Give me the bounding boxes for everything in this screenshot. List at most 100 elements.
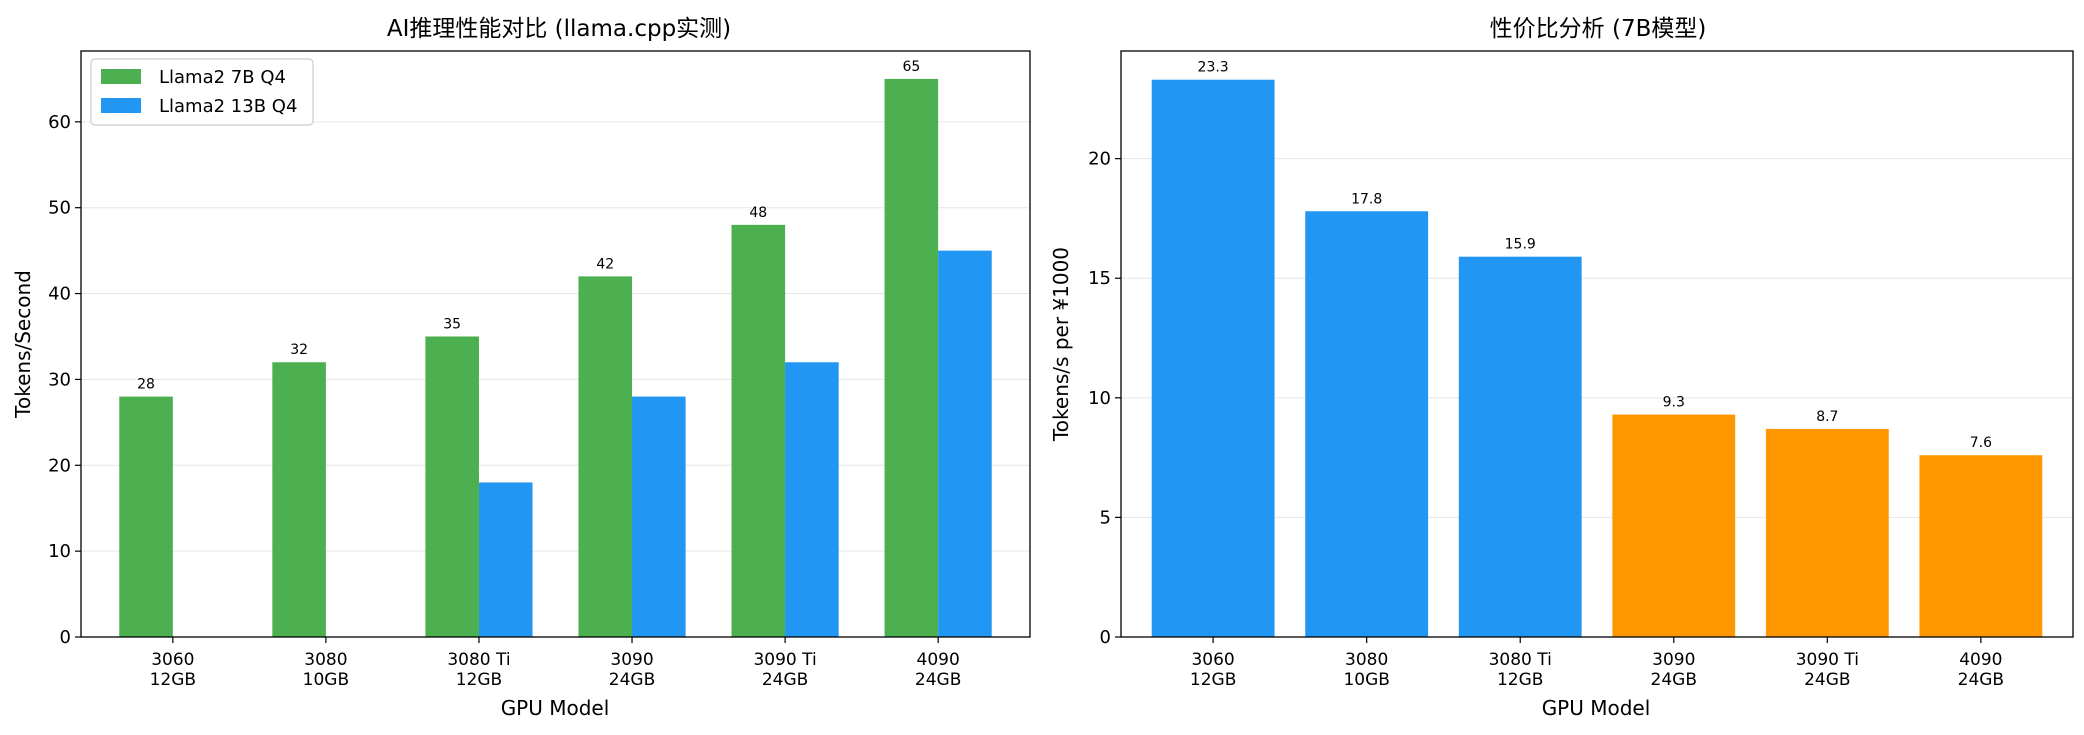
y-tick-label: 15 bbox=[1088, 268, 1111, 289]
x-axis-label: GPU Model bbox=[1542, 696, 1651, 720]
y-axis-ticks: 0 5 10 15 20 bbox=[1088, 149, 1121, 648]
x-tick-label-line: 12GB bbox=[150, 670, 196, 690]
y-tick-label: 0 bbox=[60, 627, 71, 648]
x-tick-label-line: 24GB bbox=[1958, 670, 2004, 690]
x-tick-label-line: 24GB bbox=[762, 670, 808, 690]
x-tick-label-line: 4090 bbox=[1959, 650, 2002, 670]
bar bbox=[1919, 455, 2043, 637]
bar-value-label: 17.8 bbox=[1351, 191, 1382, 207]
bar bbox=[425, 336, 479, 637]
x-axis-label: GPU Model bbox=[501, 696, 610, 720]
x-tick-label-line: 24GB bbox=[1651, 670, 1697, 690]
bar-value-label: 35 bbox=[443, 316, 461, 332]
legend-label-series-1: Llama2 7B Q4 bbox=[159, 67, 286, 88]
x-tick-label-line: 3080 Ti bbox=[447, 650, 510, 670]
bar-value-label: 23.3 bbox=[1198, 60, 1229, 76]
chart-title: AI推理性能对比 (llama.cpp实测) bbox=[387, 16, 731, 42]
bars bbox=[1151, 79, 2043, 638]
y-tick-label: 30 bbox=[48, 369, 71, 390]
chart-value-for-money: 性价比分析 (7B模型) 23.3 17.8 15.9 9.3 8.7 7.6 0 5 10 1… bbox=[1049, 16, 2074, 720]
y-tick-label: 20 bbox=[1088, 149, 1111, 170]
y-axis-ticks: 0 10 20 30 40 50 60 bbox=[48, 112, 81, 648]
x-tick-label-line: 3090 bbox=[1652, 650, 1695, 670]
bar-value-label: 7.6 bbox=[1970, 435, 1992, 451]
x-tick-label-line: 3080 Ti bbox=[1489, 650, 1552, 670]
bar bbox=[938, 250, 992, 637]
x-tick-label: 4090 24GB bbox=[1958, 650, 2004, 690]
y-tick-label: 10 bbox=[48, 541, 71, 562]
legend: Llama2 7B Q4 Llama2 13B Q4 bbox=[90, 58, 314, 126]
bar bbox=[731, 224, 786, 637]
bar bbox=[578, 276, 633, 637]
bar bbox=[272, 362, 326, 637]
bar bbox=[1458, 256, 1582, 637]
chart-performance: AI推理性能对比 (llama.cpp实测) 28 32 35 42 48 65 0 10 2… bbox=[11, 16, 1031, 720]
bar-value-label: 65 bbox=[902, 59, 920, 75]
bar-value-label: 28 bbox=[137, 377, 155, 393]
chart-title: 性价比分析 (7B模型) bbox=[1490, 16, 1707, 42]
plot-frame bbox=[1120, 50, 2074, 638]
bar-value-labels: 28 32 35 42 48 65 bbox=[137, 59, 920, 393]
x-tick-label: 3090 24GB bbox=[1651, 650, 1697, 690]
bar-value-label: 8.7 bbox=[1816, 409, 1838, 425]
bar bbox=[119, 396, 173, 637]
y-tick-label: 40 bbox=[48, 284, 71, 305]
y-tick-label: 10 bbox=[1088, 388, 1111, 409]
bar-value-label: 32 bbox=[290, 342, 308, 358]
bar bbox=[632, 396, 686, 637]
bars bbox=[119, 78, 992, 637]
x-tick-label: 3080 10GB bbox=[303, 650, 349, 690]
x-tick-label-line: 3060 bbox=[1191, 650, 1234, 670]
x-tick-label-line: 4090 bbox=[917, 650, 960, 670]
bar bbox=[785, 362, 839, 637]
plot-frame bbox=[80, 50, 1031, 638]
legend-swatch-series-1 bbox=[101, 69, 141, 84]
bar bbox=[478, 482, 533, 637]
x-tick-label-line: 3080 bbox=[1345, 650, 1388, 670]
bar bbox=[1305, 211, 1429, 638]
y-tick-label: 5 bbox=[1100, 507, 1111, 528]
x-tick-label-line: 12GB bbox=[456, 670, 502, 690]
x-tick-label: 3060 12GB bbox=[1190, 650, 1236, 690]
x-tick-label-line: 10GB bbox=[1343, 670, 1389, 690]
x-tick-label-line: 3060 bbox=[151, 650, 194, 670]
x-tick-label-line: 24GB bbox=[609, 670, 655, 690]
bar-value-label: 9.3 bbox=[1663, 395, 1685, 411]
y-tick-label: 50 bbox=[48, 198, 71, 219]
x-tick-label-line: 12GB bbox=[1190, 670, 1236, 690]
x-tick-label-line: 3090 Ti bbox=[753, 650, 816, 670]
x-tick-label: 3090 Ti 24GB bbox=[753, 650, 816, 690]
bar-value-labels: 23.3 17.8 15.9 9.3 8.7 7.6 bbox=[1198, 60, 1993, 452]
x-tick-label: 3080 Ti 12GB bbox=[447, 650, 510, 690]
bar-value-label: 15.9 bbox=[1505, 237, 1536, 253]
x-tick-label-line: 3080 bbox=[304, 650, 347, 670]
bar bbox=[1612, 414, 1736, 637]
legend-box bbox=[90, 58, 314, 126]
x-tick-label-line: 10GB bbox=[303, 670, 349, 690]
y-axis-label: Tokens/Second bbox=[11, 270, 35, 419]
y-tick-label: 20 bbox=[48, 455, 71, 476]
bar-value-label: 42 bbox=[596, 256, 614, 272]
bar bbox=[884, 78, 939, 637]
bar-value-label: 48 bbox=[749, 205, 767, 221]
legend-label-series-2: Llama2 13B Q4 bbox=[159, 96, 297, 117]
legend-swatch-series-2 bbox=[101, 98, 141, 113]
x-tick-label-line: 24GB bbox=[1804, 670, 1850, 690]
x-tick-label-line: 3090 bbox=[610, 650, 653, 670]
x-tick-label-line: 12GB bbox=[1497, 670, 1543, 690]
y-axis-label: Tokens/s per ¥1000 bbox=[1049, 247, 1073, 442]
x-tick-label-line: 3090 Ti bbox=[1796, 650, 1859, 670]
bar bbox=[1151, 79, 1275, 638]
x-tick-label: 3080 Ti 12GB bbox=[1489, 650, 1552, 690]
x-tick-label: 3060 12GB bbox=[150, 650, 196, 690]
x-tick-label: 3090 24GB bbox=[609, 650, 655, 690]
x-tick-label: 3090 Ti 24GB bbox=[1796, 650, 1859, 690]
bar bbox=[1765, 428, 1889, 637]
x-tick-label-line: 24GB bbox=[915, 670, 961, 690]
x-tick-label: 3080 10GB bbox=[1343, 650, 1389, 690]
x-tick-label: 4090 24GB bbox=[915, 650, 961, 690]
